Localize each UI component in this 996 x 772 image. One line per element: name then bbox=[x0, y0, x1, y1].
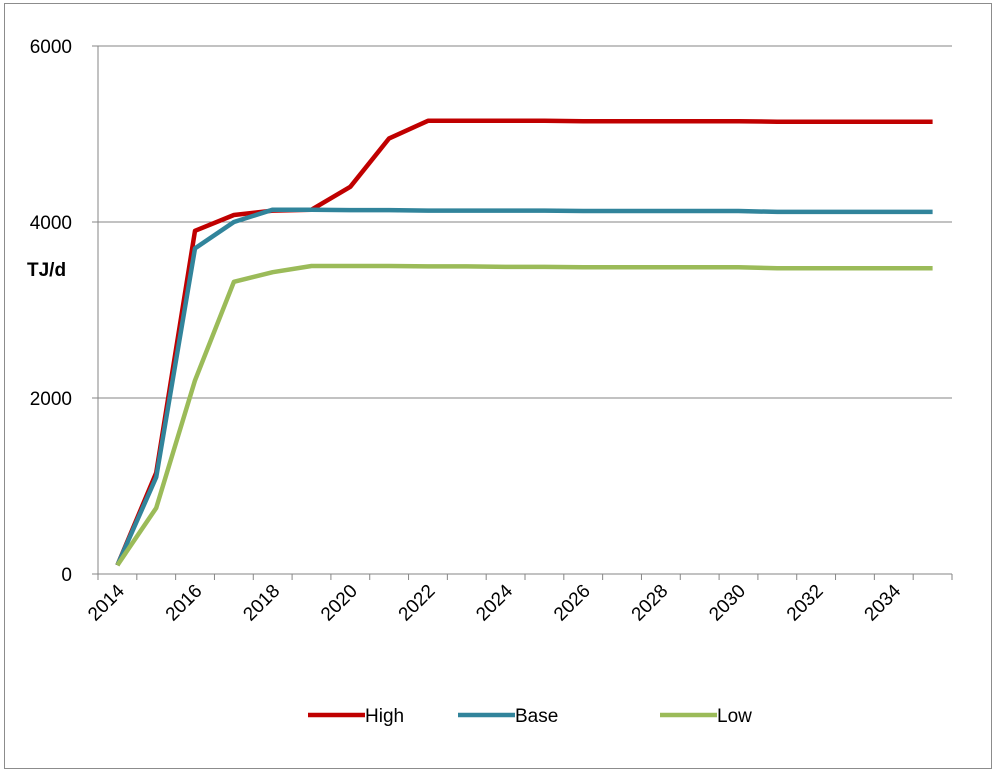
y-tick-label: 6000 bbox=[30, 37, 72, 58]
gridlines bbox=[98, 45, 952, 399]
x-tick-label: 2018 bbox=[239, 581, 284, 626]
x-tick-labels: 2014 2016 2018 2020 2022 2024 2026 2028 2030 2032… bbox=[84, 580, 905, 625]
series-line-base bbox=[115, 207, 933, 567]
x-tick-label: 2016 bbox=[162, 581, 207, 626]
legend: High Base Low bbox=[308, 706, 752, 727]
x-tick-label: 2028 bbox=[628, 581, 673, 626]
y-axis-title: TJ/d bbox=[27, 260, 66, 281]
x-tick-label: 2032 bbox=[783, 581, 828, 626]
y-tick-label: 0 bbox=[61, 565, 72, 586]
y-tick-labels: 0 2000 4000 6000 bbox=[30, 37, 72, 586]
x-tick-label: 2014 bbox=[84, 580, 129, 625]
series-lines bbox=[115, 118, 933, 567]
x-tick-label: 2024 bbox=[472, 580, 517, 625]
y-tick-label: 4000 bbox=[30, 213, 72, 234]
legend-label-high: High bbox=[365, 706, 404, 727]
x-tick-label: 2022 bbox=[395, 581, 440, 626]
y-tick-label: 2000 bbox=[30, 389, 72, 410]
series-line-high bbox=[115, 118, 933, 567]
axes bbox=[92, 45, 953, 580]
legend-label-base: Base bbox=[515, 706, 558, 727]
chart-area: 0 2000 4000 6000 2014 2016 2018 2020 2022 2024 20… bbox=[4, 3, 992, 769]
legend-label-low: Low bbox=[717, 706, 752, 727]
x-tick-label: 2030 bbox=[705, 581, 750, 626]
x-tick-label: 2020 bbox=[317, 581, 362, 626]
x-tick-label: 2034 bbox=[861, 580, 906, 625]
series-line-low bbox=[115, 263, 933, 567]
x-tick-label: 2026 bbox=[550, 581, 595, 626]
